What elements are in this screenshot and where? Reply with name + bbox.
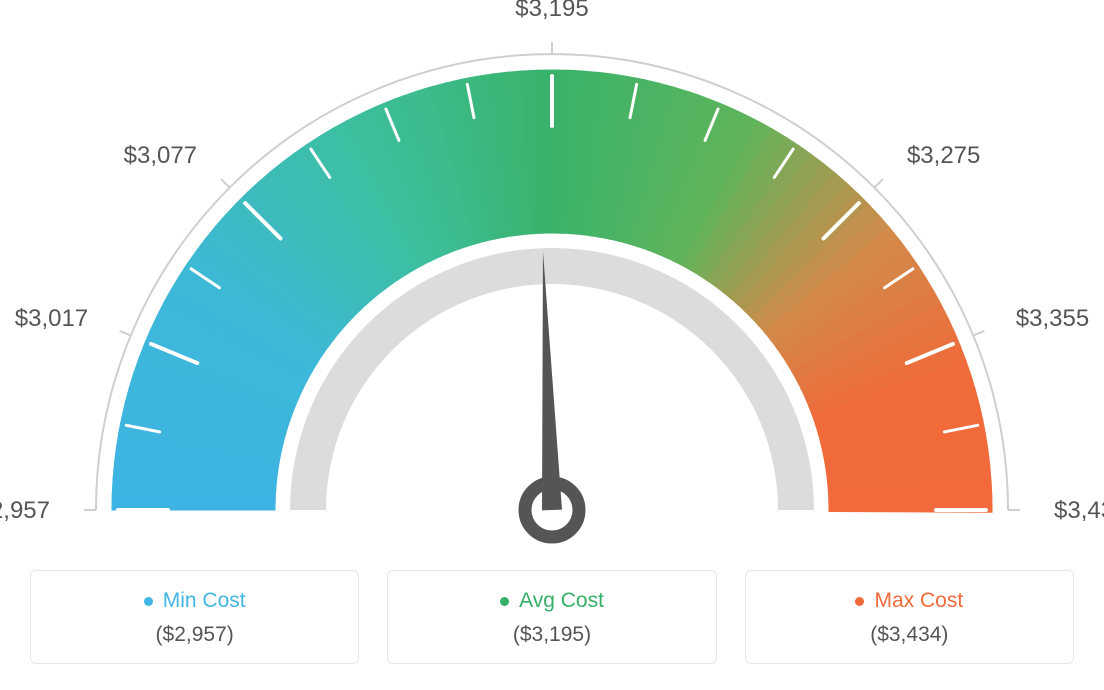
legend-min-value: ($2,957) [41, 623, 348, 647]
legend-max-value: ($3,434) [756, 623, 1063, 647]
cost-gauge-chart: $2,957 $3,017 $3,077 $3,195 $3,275 $3,355 $3,4… [0, 0, 1104, 560]
tick-label: $3,434 [1054, 497, 1104, 524]
legend-label-min: Min Cost [144, 589, 246, 613]
legend-max-text: Max Cost [874, 589, 963, 613]
tick-label: $3,275 [907, 142, 980, 169]
tick-label: $3,077 [124, 142, 197, 169]
dot-icon [855, 597, 864, 606]
legend-card-min: Min Cost ($2,957) [30, 570, 359, 664]
legend-avg-value: ($3,195) [398, 623, 705, 647]
tick-label: $3,017 [15, 305, 88, 332]
tick-label: $3,195 [515, 0, 588, 22]
tick-label: $3,355 [1016, 305, 1089, 332]
dot-icon [144, 597, 153, 606]
legend-card-avg: Avg Cost ($3,195) [387, 570, 716, 664]
legend-label-avg: Avg Cost [500, 589, 604, 613]
dot-icon [500, 597, 509, 606]
legend-card-max: Max Cost ($3,434) [745, 570, 1074, 664]
legend-label-max: Max Cost [855, 589, 963, 613]
needle [542, 251, 562, 510]
tick-label: $2,957 [0, 497, 50, 524]
legend-min-text: Min Cost [163, 589, 246, 613]
gauge-svg: $2,957 $3,017 $3,077 $3,195 $3,275 $3,355 $3,4… [0, 0, 1104, 560]
legend-avg-text: Avg Cost [519, 589, 604, 613]
legend-row: Min Cost ($2,957) Avg Cost ($3,195) Max … [0, 560, 1104, 664]
